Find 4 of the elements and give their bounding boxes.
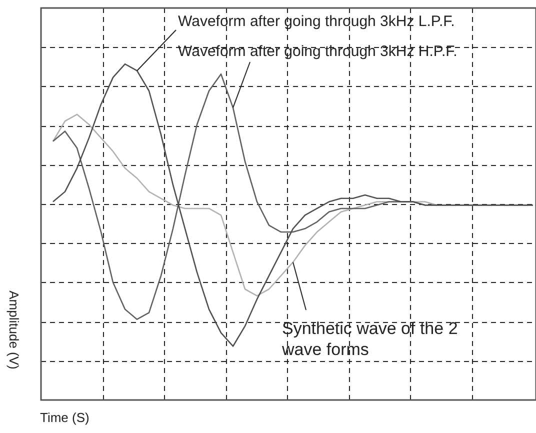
text: Waveform after going through 3kHz L.P.F. [178,13,455,30]
text: Waveform after going through 3kHz H.P.F. [178,43,458,60]
y-axis-title: Amplitude (V) [6,290,22,370]
text: Time (S) [40,410,90,425]
